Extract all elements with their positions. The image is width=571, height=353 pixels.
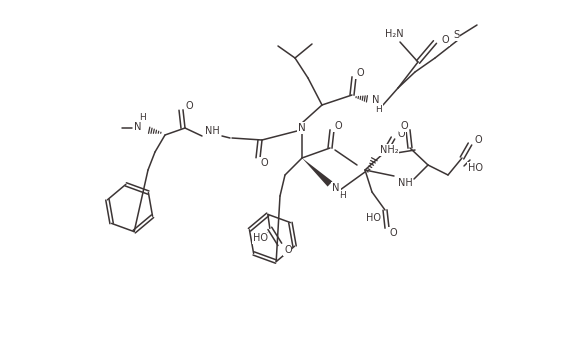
Text: O: O xyxy=(400,121,408,131)
Text: O: O xyxy=(334,121,342,131)
Text: O: O xyxy=(356,68,364,78)
Polygon shape xyxy=(302,158,332,187)
Text: NH₂: NH₂ xyxy=(380,145,399,155)
Text: H: H xyxy=(376,104,383,114)
Text: NH: NH xyxy=(397,178,412,188)
Text: N: N xyxy=(134,122,142,132)
Text: O: O xyxy=(260,158,268,168)
Text: HO: HO xyxy=(366,213,381,223)
Text: NH: NH xyxy=(204,126,219,136)
Text: HO: HO xyxy=(468,163,483,173)
Text: O: O xyxy=(442,35,449,45)
Text: N: N xyxy=(332,183,340,193)
Text: HO: HO xyxy=(253,233,268,243)
Text: H: H xyxy=(339,191,345,201)
Text: O: O xyxy=(284,245,292,255)
Text: O: O xyxy=(397,129,405,139)
Text: O: O xyxy=(389,228,397,238)
Text: N: N xyxy=(372,95,380,105)
Text: O: O xyxy=(185,101,193,111)
Text: H₂N: H₂N xyxy=(385,29,403,39)
Text: S: S xyxy=(453,30,459,40)
Text: H: H xyxy=(140,113,146,121)
Text: N: N xyxy=(298,123,306,133)
Text: O: O xyxy=(474,135,482,145)
